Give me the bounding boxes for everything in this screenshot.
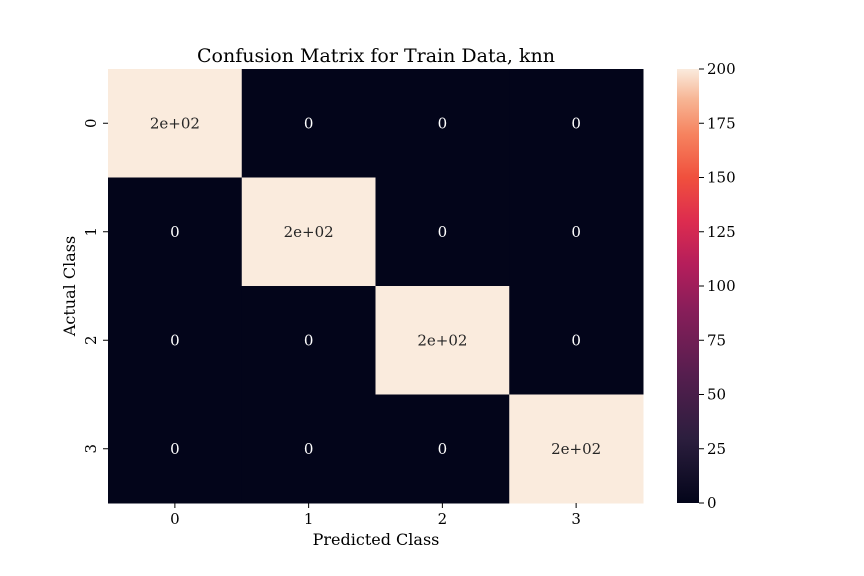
heatmap-cell: [509, 69, 644, 178]
cell-value-label: 0: [304, 440, 314, 458]
cell-value-label: 2e+02: [551, 440, 601, 458]
colorbar-tick-label: 0: [707, 494, 717, 512]
heatmap-cell: [108, 177, 243, 287]
x-axis-ticks: 0 1 2 3: [170, 503, 581, 528]
colorbar-ticks: 0 25 50 75 100 125 150 175 200: [699, 60, 736, 512]
cell-value-label: 2e+02: [417, 331, 467, 349]
heatmap-cell: [108, 286, 243, 395]
x-tick-label: 2: [438, 510, 448, 528]
cell-value-label: 0: [438, 440, 448, 458]
heatmap-cell: [241, 394, 376, 504]
cell-value-label: 0: [571, 331, 581, 349]
heatmap-cell: [375, 177, 510, 287]
colorbar-tick-label: 50: [707, 386, 726, 404]
heatmap-cell: [108, 394, 243, 504]
cell-value-label: 2e+02: [284, 223, 334, 241]
cell-value-label: 0: [571, 223, 581, 241]
chart-title: Confusion Matrix for Train Data, knn: [197, 45, 555, 67]
cell-value-label: 0: [438, 114, 448, 132]
heatmap-cell: [108, 69, 243, 178]
y-axis-label: Actual Class: [60, 236, 79, 337]
x-tick-label: 3: [571, 510, 581, 528]
heatmap-cell: [509, 394, 644, 504]
y-tick-label: 2: [82, 335, 100, 345]
heatmap-cell: [241, 177, 376, 287]
cell-value-label: 0: [438, 223, 448, 241]
x-axis-label: Predicted Class: [313, 530, 440, 549]
x-tick-label: 0: [170, 510, 180, 528]
heatmap-cell: [375, 286, 510, 395]
heatmap-cell: [241, 69, 376, 178]
heatmap-cell: [509, 177, 644, 287]
colorbar-tick-label: 200: [707, 60, 736, 78]
x-tick-label: 1: [304, 510, 314, 528]
cell-value-label: 0: [170, 331, 180, 349]
heatmap-cell: [509, 286, 644, 395]
cell-value-label: 0: [170, 223, 180, 241]
cell-value-label: 0: [304, 114, 314, 132]
colorbar-tick-label: 75: [707, 331, 726, 349]
colorbar-tick-label: 150: [707, 169, 736, 187]
colorbar-tick-label: 175: [707, 114, 736, 132]
cell-value-label: 0: [304, 331, 314, 349]
cell-value-label: 0: [571, 114, 581, 132]
heatmap-cell: [375, 69, 510, 178]
heatmap-cells: [108, 69, 644, 504]
cell-value-label: 0: [170, 440, 180, 458]
colorbar-tick-label: 100: [707, 277, 736, 295]
y-tick-label: 0: [82, 118, 100, 128]
y-tick-label: 1: [82, 227, 100, 237]
colorbar: [677, 69, 699, 503]
colorbar-tick-label: 25: [707, 440, 726, 458]
cell-value-label: 2e+02: [150, 114, 200, 132]
heatmap-cell-labels: 2e+02 0 0 0 0 2e+02 0 0 0 0 2e+02 0 0 0 0 2e+02: [150, 114, 601, 458]
y-axis-ticks: 0 1 2 3: [82, 118, 108, 454]
colorbar-tick-label: 125: [707, 223, 736, 241]
heatmap-cell: [241, 286, 376, 395]
heatmap-cell: [375, 394, 510, 504]
y-tick-label: 3: [82, 444, 100, 454]
